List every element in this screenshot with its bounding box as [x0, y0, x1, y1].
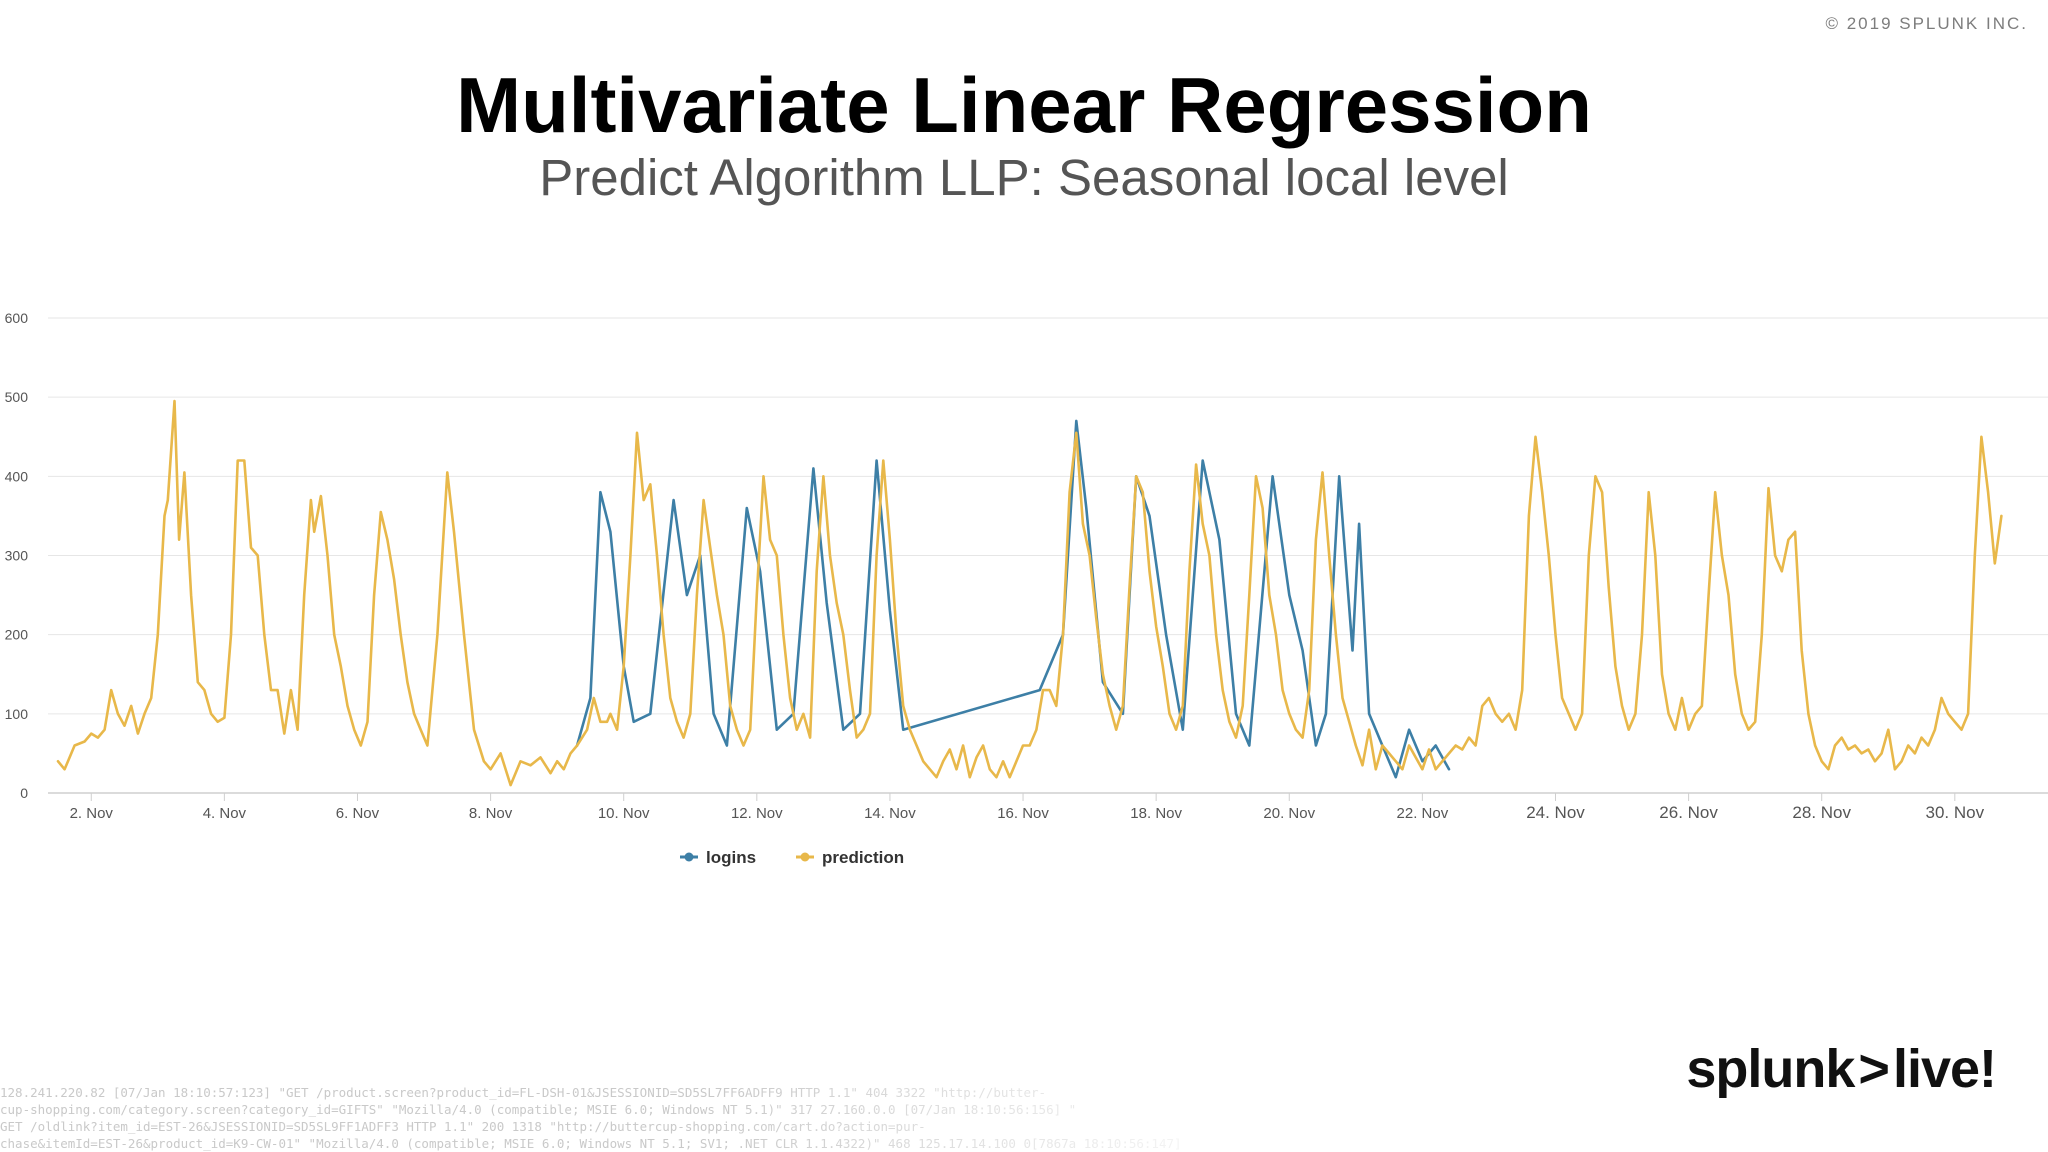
- x-tick-label: 8. Nov: [469, 805, 513, 822]
- logo-product: live!: [1892, 1039, 1997, 1099]
- y-tick-label: 600: [5, 310, 29, 326]
- series-line-prediction: [56, 399, 2003, 787]
- y-tick-label: 200: [5, 627, 29, 643]
- x-tick-label: 14. Nov: [864, 805, 916, 822]
- legend-label: logins: [706, 848, 756, 867]
- splunk-live-logo: splunk>live!: [1686, 1038, 1997, 1100]
- y-tick-label: 500: [5, 389, 29, 405]
- x-tick-label: 10. Nov: [598, 805, 650, 822]
- x-tick-label: 26. Nov: [1659, 803, 1718, 822]
- legend-marker: [800, 852, 810, 862]
- x-tick-label: 30. Nov: [1926, 803, 1985, 822]
- x-tick-label: 24. Nov: [1526, 803, 1585, 822]
- y-tick-label: 0: [20, 785, 28, 801]
- legend-label: prediction: [822, 848, 904, 867]
- y-tick-label: 400: [5, 468, 29, 484]
- log-line: chase&itemId=EST-26&product_id=K9-CW-01"…: [0, 1136, 1182, 1151]
- y-tick-label: 100: [5, 706, 29, 722]
- x-tick-label: 20. Nov: [1263, 805, 1315, 822]
- y-tick-label: 300: [5, 548, 29, 564]
- x-tick-label: 2. Nov: [70, 805, 114, 822]
- x-tick-label: 28. Nov: [1792, 803, 1851, 822]
- series-line-logins: [575, 419, 1451, 779]
- copyright-text: © 2019 SPLUNK INC.: [1825, 14, 2028, 33]
- x-tick-label: 12. Nov: [731, 805, 783, 822]
- log-line: cup-shopping.com/category.screen?categor…: [0, 1102, 1077, 1117]
- slide-title: Multivariate Linear Regression: [456, 61, 1592, 149]
- logo-separator: >: [1858, 1039, 1890, 1099]
- background-log-text: 128.241.220.82 [07/Jan 18:10:57:123] "GE…: [0, 1084, 1300, 1152]
- x-tick-label: 22. Nov: [1397, 805, 1449, 822]
- slide-subtitle: Predict Algorithm LLP: Seasonal local le…: [539, 149, 1509, 206]
- x-tick-label: 6. Nov: [336, 805, 380, 822]
- logo-brand: splunk: [1686, 1039, 1855, 1099]
- legend-marker: [684, 852, 694, 862]
- line-chart: 0 100 200 300 400 500 600 2. Nov 4. Nov 6. Nov 8. …: [5, 310, 2048, 867]
- x-tick-label: 18. Nov: [1130, 805, 1182, 822]
- x-tick-label: 4. Nov: [203, 805, 247, 822]
- log-line: GET /oldlink?item_id=EST-26&JSESSIONID=S…: [0, 1119, 926, 1134]
- log-line: 128.241.220.82 [07/Jan 18:10:57:123] "GE…: [0, 1085, 1047, 1100]
- x-tick-label: 16. Nov: [997, 805, 1049, 822]
